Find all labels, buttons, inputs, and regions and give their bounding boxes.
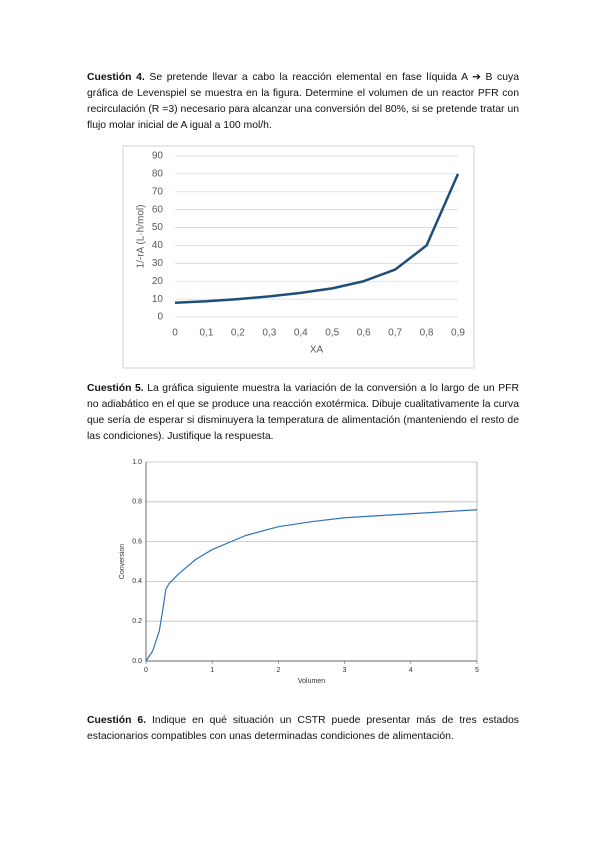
y-tick-label: 0.6 bbox=[132, 538, 142, 545]
y-axis-label: Conversion bbox=[119, 544, 126, 580]
x-tick-label: 0,6 bbox=[357, 328, 371, 339]
y-tick-label: 10 bbox=[152, 294, 164, 305]
x-tick-label: 0 bbox=[144, 667, 148, 674]
y-tick-label: 0.0 bbox=[132, 658, 142, 665]
y-tick-label: 80 bbox=[152, 169, 164, 180]
x-axis-label: Volumen bbox=[298, 678, 325, 685]
y-tick-label: 50 bbox=[152, 222, 164, 233]
data-line bbox=[145, 509, 478, 662]
x-tick-label: 2 bbox=[276, 667, 280, 674]
x-tick-label: 0,4 bbox=[294, 328, 308, 339]
question-label: Cuestión 4. bbox=[87, 72, 145, 83]
x-tick-label: 0,5 bbox=[325, 328, 339, 339]
y-tick-label: 90 bbox=[152, 151, 164, 162]
x-tick-label: 4 bbox=[409, 667, 413, 674]
question: Cuestión 5. La gráfica siguiente muestra… bbox=[87, 381, 519, 445]
y-tick-label: 60 bbox=[152, 204, 164, 215]
x-tick-label: 0 bbox=[172, 328, 178, 339]
y-tick-label: 70 bbox=[152, 186, 164, 197]
x-tick-label: 0,2 bbox=[231, 328, 245, 339]
x-tick-label: 0,7 bbox=[388, 328, 402, 339]
question-text: Se pretende llevar a cabo la reacción el… bbox=[87, 72, 519, 131]
x-tick-label: 0,8 bbox=[420, 328, 434, 339]
y-tick-label: 0.8 bbox=[132, 499, 142, 506]
question-text: Indique en qué situación un CSTR puede p… bbox=[87, 715, 519, 742]
y-tick-label: 0.2 bbox=[132, 618, 142, 625]
y-tick-label: 20 bbox=[152, 276, 164, 287]
data-line bbox=[174, 173, 460, 304]
chart-frame bbox=[122, 145, 475, 369]
question-text: La gráfica siguiente muestra la variació… bbox=[87, 383, 519, 442]
y-tick-label: 1.0 bbox=[132, 459, 142, 466]
y-tick-label: 0 bbox=[157, 312, 163, 323]
x-tick-label: 5 bbox=[475, 667, 479, 674]
x-axis-label: XA bbox=[310, 345, 324, 356]
question-label: Cuestión 5. bbox=[87, 383, 144, 394]
y-tick-label: 30 bbox=[152, 258, 164, 269]
x-tick-label: 1 bbox=[210, 667, 214, 674]
x-tick-label: 0,9 bbox=[451, 328, 465, 339]
question-label: Cuestión 6. bbox=[87, 715, 147, 726]
x-tick-label: 0,1 bbox=[199, 328, 213, 339]
question: Cuestión 4. Se pretende llevar a cabo la… bbox=[87, 70, 519, 134]
y-tick-label: 0.4 bbox=[132, 578, 142, 585]
y-axis-label: 1/-rA (L·h/mol) bbox=[136, 205, 147, 269]
y-tick-label: 40 bbox=[152, 240, 164, 251]
question: Cuestión 6. Indique en qué situación un … bbox=[87, 713, 519, 745]
x-tick-label: 3 bbox=[343, 667, 347, 674]
x-tick-label: 0,3 bbox=[262, 328, 276, 339]
